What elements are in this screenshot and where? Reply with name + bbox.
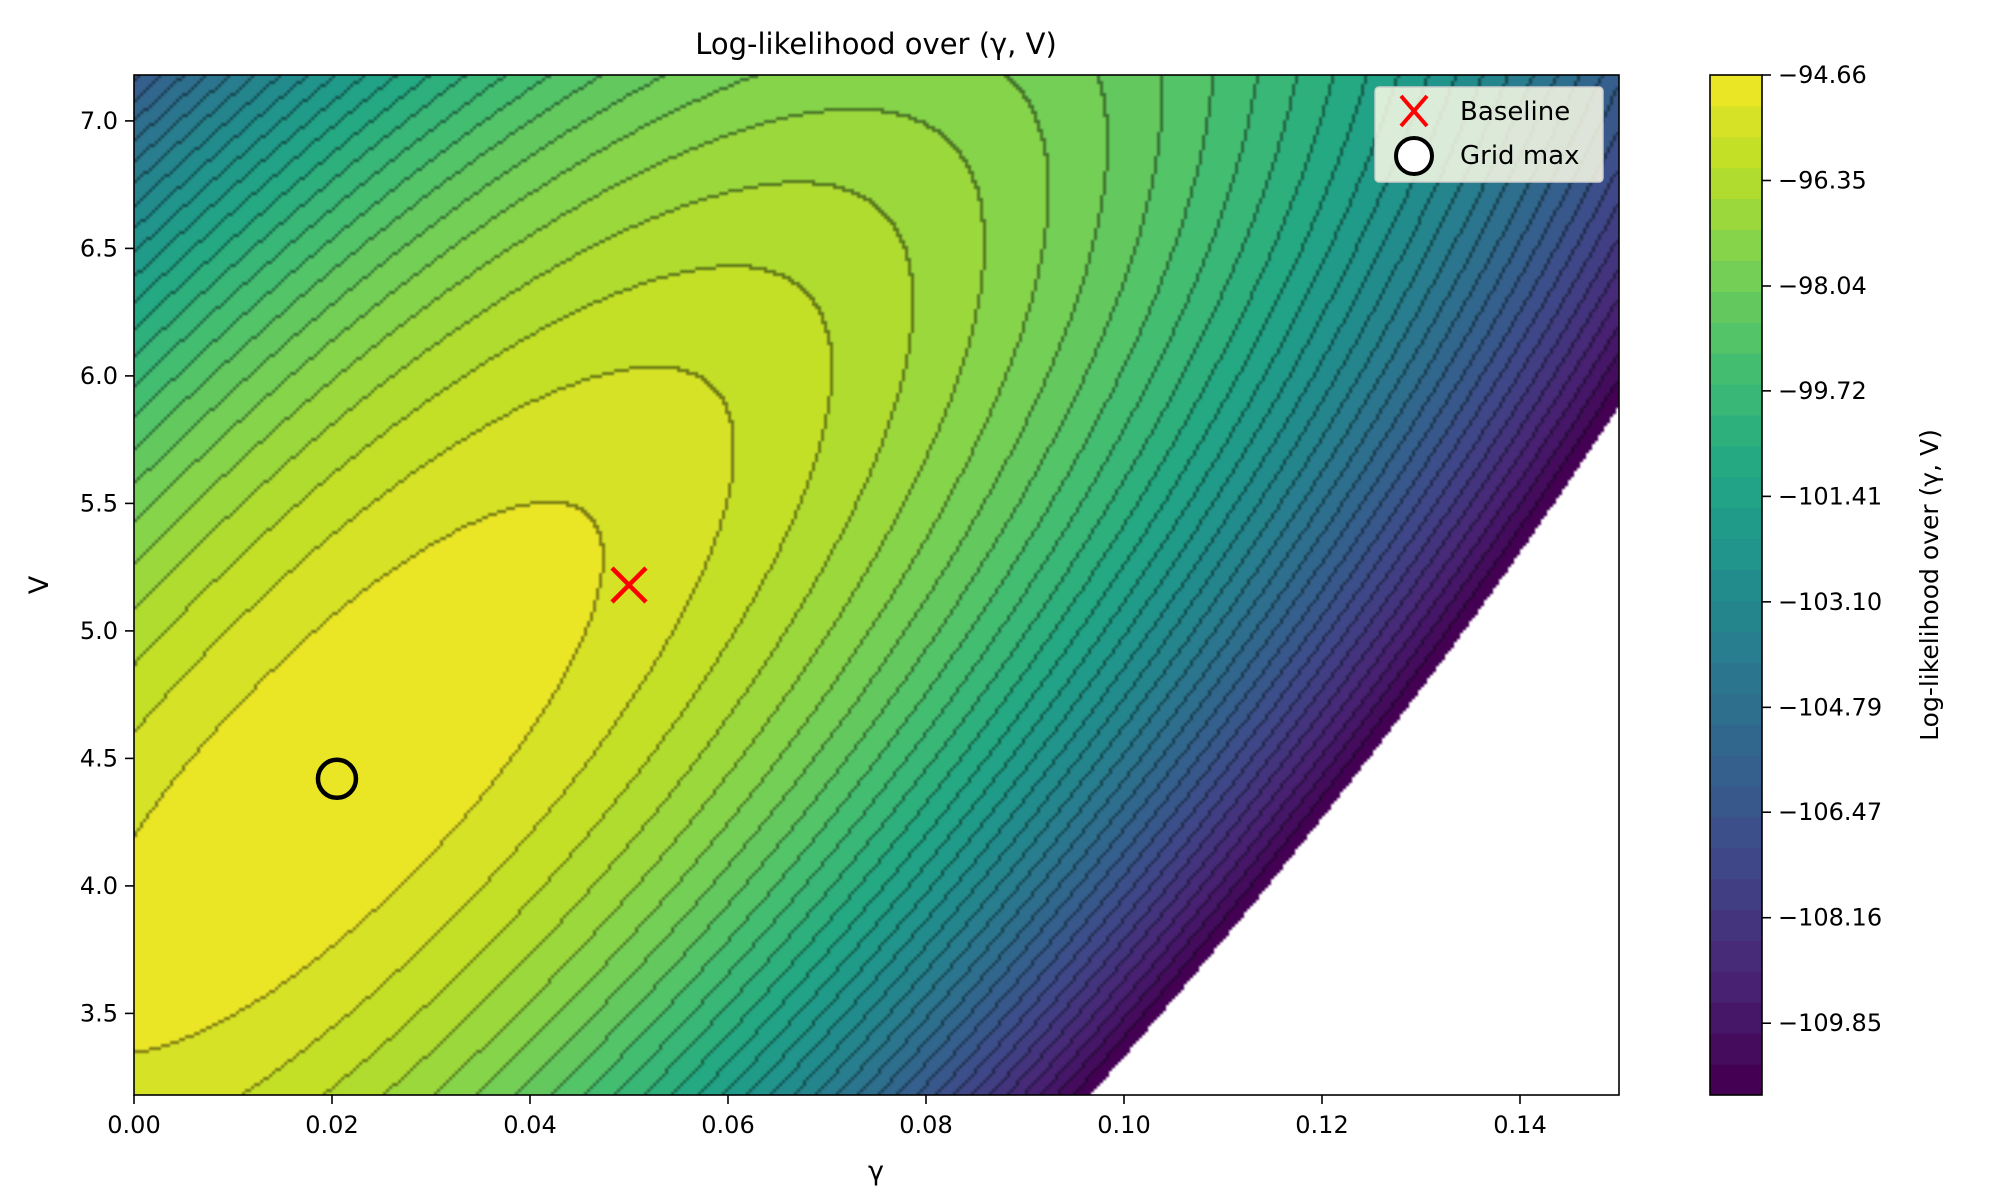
colorbar-band — [1710, 847, 1762, 880]
colorbar-band — [1710, 724, 1762, 756]
colorbar-ticks: −94.66 −96.35 −98.04 −99.72 −101.41 −103.10 −1… — [1762, 61, 1882, 1037]
colorbar-frame — [1709, 74, 1763, 1096]
legend-baseline-symbol — [1399, 94, 1429, 128]
x-tick-label: 0.10 — [1097, 1111, 1150, 1139]
x-tick-label: 0.04 — [503, 1111, 556, 1139]
colorbar-band — [1710, 909, 1762, 941]
x-tick-label: 0.08 — [899, 1111, 952, 1139]
y-axis: 3.5 4.0 4.5 5.0 5.5 6.0 6.5 7.0 — [80, 107, 134, 1027]
y-tick-label: 4.5 — [80, 744, 118, 772]
y-tick-label: 5.5 — [80, 489, 118, 517]
colorbar-band — [1710, 229, 1762, 261]
contour-fill — [134, 75, 1619, 1095]
colorbar-tick-label: −98.04 — [1778, 272, 1867, 300]
colorbar-band — [1710, 816, 1762, 849]
colorbar-tick-label: −99.72 — [1778, 377, 1867, 405]
colorbar-band — [1710, 136, 1762, 169]
markers — [315, 566, 648, 801]
colorbar-band — [1710, 198, 1762, 231]
colorbar-tick-label: −94.66 — [1778, 61, 1867, 89]
colorbar-band — [1710, 940, 1762, 972]
colorbar-band — [1710, 971, 1762, 1003]
colorbar-tick-label: −96.35 — [1778, 166, 1867, 194]
colorbar-band — [1710, 415, 1762, 447]
legend-baseline-label: Baseline — [1460, 97, 1570, 127]
y-tick-label: 4.0 — [80, 872, 118, 900]
chart-title: Log-likelihood over (γ, V) — [695, 27, 1057, 61]
legend: Baseline Grid max — [1374, 86, 1604, 183]
colorbar-band — [1710, 260, 1762, 292]
colorbar-tick-label: −109.85 — [1778, 1009, 1882, 1037]
baseline-marker — [610, 566, 648, 604]
colorbar-band — [1710, 105, 1762, 138]
colorbar-band — [1710, 476, 1762, 509]
colorbar-tick-label: −103.10 — [1778, 588, 1882, 616]
colorbar-band — [1710, 1033, 1762, 1065]
plot-frame — [133, 74, 1620, 1096]
x-tick-label: 0.14 — [1493, 1111, 1546, 1139]
colorbar-band — [1710, 755, 1762, 787]
y-tick-label: 5.0 — [80, 617, 118, 645]
x-tick-label: 0.12 — [1295, 1111, 1348, 1139]
colorbar-band — [1710, 1002, 1762, 1034]
colorbar-band — [1710, 507, 1762, 540]
colorbar-band — [1710, 291, 1762, 323]
colorbar-band — [1710, 878, 1762, 911]
colorbar-band — [1710, 569, 1762, 601]
x-tick-label: 0.00 — [107, 1111, 160, 1139]
y-tick-label: 7.0 — [80, 107, 118, 135]
colorbar-band — [1710, 600, 1762, 632]
colorbar-band — [1710, 662, 1762, 694]
colorbar-band — [1710, 167, 1762, 200]
x-axis-label: γ — [868, 1156, 884, 1187]
colorbar-label: Log-likelihood over (γ, V) — [1915, 429, 1944, 741]
colorbar-band — [1710, 384, 1762, 416]
grid-max-marker — [315, 757, 359, 801]
colorbar-band — [1710, 785, 1762, 818]
colorbar-tick-label: −101.41 — [1778, 482, 1882, 510]
colorbar-tick-label: −104.79 — [1778, 693, 1882, 721]
colorbar-band — [1710, 75, 1762, 107]
colorbar-band — [1710, 322, 1762, 354]
x-tick-label: 0.06 — [701, 1111, 754, 1139]
colorbar-band — [1710, 353, 1762, 385]
colorbar-band — [1710, 538, 1762, 571]
colorbar-bands — [1710, 75, 1762, 1095]
colorbar-band — [1710, 693, 1762, 725]
legend-gridmax-symbol — [1394, 136, 1434, 176]
colorbar-tick-label: −108.16 — [1778, 904, 1882, 932]
colorbar-band — [1710, 631, 1762, 663]
y-tick-label: 3.5 — [80, 999, 118, 1027]
plot-area — [133, 74, 1620, 1096]
colorbar: −94.66 −96.35 −98.04 −99.72 −101.41 −103.10 −1… — [1709, 61, 1944, 1096]
y-axis-label: V — [24, 575, 55, 594]
y-tick-label: 6.5 — [80, 234, 118, 262]
colorbar-band — [1710, 1064, 1762, 1095]
colorbar-tick-label: −106.47 — [1778, 798, 1882, 826]
y-tick-label: 6.0 — [80, 362, 118, 390]
x-tick-label: 0.02 — [305, 1111, 358, 1139]
x-axis: 0.00 0.02 0.04 0.06 0.08 0.10 0.12 0.14 — [107, 1095, 1547, 1139]
colorbar-band — [1710, 445, 1762, 478]
legend-gridmax-label: Grid max — [1460, 141, 1579, 171]
